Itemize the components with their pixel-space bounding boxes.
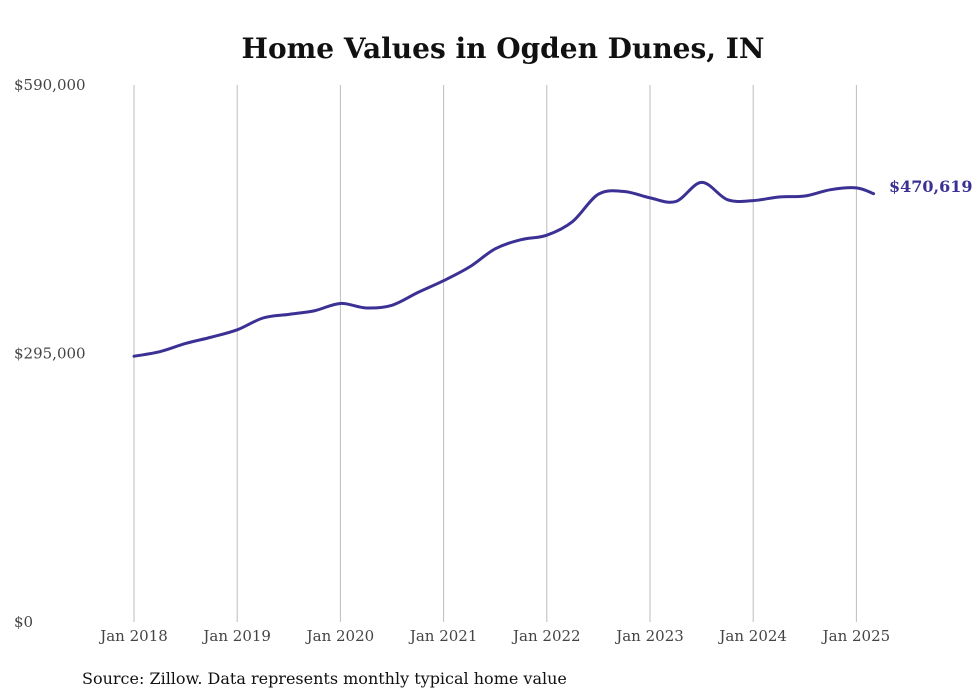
y-axis-ticks: $0 $295,000 $590,000 (14, 76, 86, 631)
x-tick-label: Jan 2021 (408, 627, 478, 645)
x-tick-label: Jan 2018 (98, 627, 168, 645)
y-tick-label: $0 (14, 613, 33, 631)
source-note: Source: Zillow. Data represents monthly … (82, 669, 567, 688)
x-tick-label: Jan 2025 (821, 627, 891, 645)
y-tick-label: $295,000 (14, 345, 86, 363)
y-tick-label: $590,000 (14, 76, 86, 94)
chart-title: Home Values in Ogden Dunes, IN (242, 32, 765, 65)
x-tick-label: Jan 2019 (201, 627, 271, 645)
series-line (132, 180, 876, 358)
x-tick-label: Jan 2022 (511, 627, 581, 645)
x-tick-label: Jan 2020 (305, 627, 375, 645)
series-layer (132, 180, 876, 358)
gridlines (133, 85, 857, 622)
x-axis-ticks: Jan 2018 Jan 2019 Jan 2020 Jan 2021 Jan 2022… (98, 627, 890, 645)
x-tick-label: Jan 2023 (614, 627, 684, 645)
end-value-label: $470,619 (889, 177, 973, 196)
x-tick-label: Jan 2024 (717, 627, 787, 645)
